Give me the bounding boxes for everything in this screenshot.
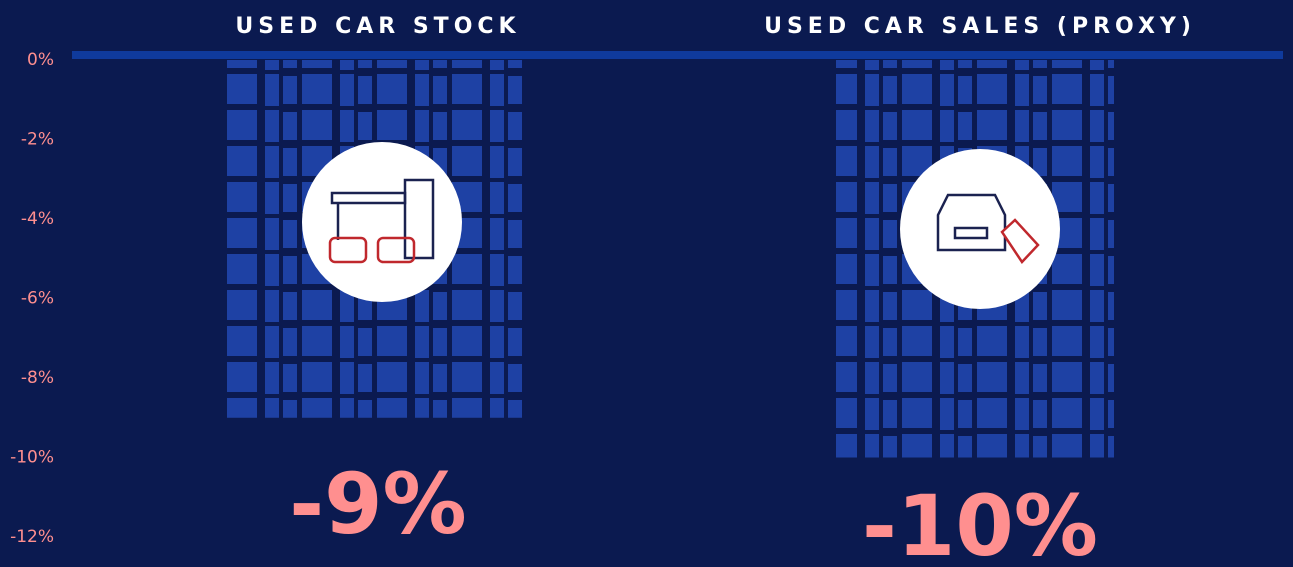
y-tick-label: -10% [10, 448, 54, 468]
y-tick-label: -12% [10, 527, 54, 547]
y-tick-label: -6% [21, 289, 54, 309]
category-label: USED CAR SALES (PROXY) [764, 14, 1196, 39]
y-tick-label: -2% [21, 130, 54, 150]
value-label: -10% [862, 477, 1098, 567]
category-label: USED CAR STOCK [235, 14, 520, 39]
icon-sales [900, 149, 1060, 309]
y-tick-label: -8% [21, 368, 54, 388]
y-tick-label: 0% [27, 50, 54, 70]
icon-stock [302, 142, 462, 302]
value-label: -9% [289, 455, 466, 553]
y-tick-label: -4% [21, 209, 54, 229]
